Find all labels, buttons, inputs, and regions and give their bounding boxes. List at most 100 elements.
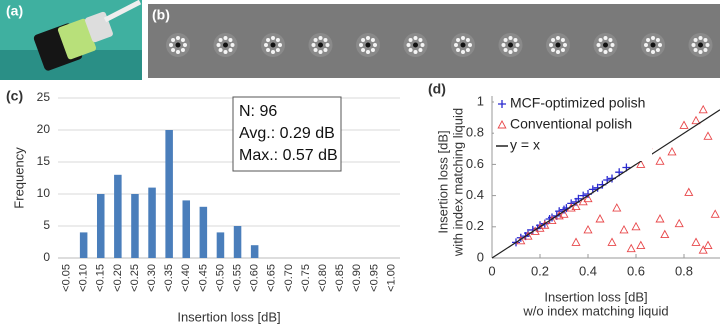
point xyxy=(583,224,593,234)
fiber-core xyxy=(278,43,282,47)
fiber-core xyxy=(651,36,655,40)
panel-label: (b) xyxy=(152,7,170,23)
y-axis-title: with index matching liquid xyxy=(450,108,465,257)
fiber-core xyxy=(698,36,703,40)
fiber-core xyxy=(361,38,366,43)
fiber-core xyxy=(503,38,508,43)
fiber-core xyxy=(646,38,651,43)
bar xyxy=(79,232,88,258)
fiber-core xyxy=(323,38,328,43)
point xyxy=(691,237,701,246)
fiber-core xyxy=(461,50,465,54)
fiber-core xyxy=(180,47,185,52)
point xyxy=(636,159,646,168)
x-tick-label: 0.8 xyxy=(675,263,693,278)
fiber-core xyxy=(275,47,280,52)
fiber-core xyxy=(361,47,366,52)
bar xyxy=(182,200,191,258)
fiber-center xyxy=(365,42,371,48)
y-axis-title: Frequency xyxy=(11,147,26,209)
fiber-center xyxy=(555,42,561,48)
bar xyxy=(114,174,122,258)
fiber-core xyxy=(556,36,560,40)
point xyxy=(612,203,622,212)
fiber-core xyxy=(508,50,513,54)
fiber-core xyxy=(275,38,280,43)
fiber-core xyxy=(370,38,375,43)
y-tick-label: 5 xyxy=(43,218,50,232)
y-tick-label: 0 xyxy=(477,249,484,264)
x-axis-title: Insertion loss [dB] xyxy=(177,309,280,324)
fiber-core xyxy=(180,38,185,43)
point xyxy=(710,209,720,218)
fiber-core xyxy=(171,38,176,43)
x-tick-label: 0.4 xyxy=(579,263,597,278)
x-tick-label: <0.55 xyxy=(231,264,243,292)
point xyxy=(655,214,665,223)
fiber-core xyxy=(264,43,268,47)
fiber-core xyxy=(318,36,323,40)
fiber-core xyxy=(218,47,223,52)
fiber-core xyxy=(603,36,608,40)
legend-marker xyxy=(497,120,507,129)
fiber-core xyxy=(271,50,275,54)
fiber-core xyxy=(655,47,660,52)
fiber-core xyxy=(508,36,513,40)
x-tick-label: 0.2 xyxy=(531,263,549,278)
fiber-core xyxy=(408,38,413,43)
fiber-core xyxy=(318,50,323,54)
fiber-core xyxy=(501,43,506,47)
legend-label: Conventional polish xyxy=(510,116,632,132)
point xyxy=(571,237,581,246)
point xyxy=(698,104,708,114)
fiber-core xyxy=(454,43,458,47)
bar xyxy=(148,187,156,258)
x-tick-label: 0.6 xyxy=(627,263,645,278)
fiber-core xyxy=(651,50,655,54)
fiber-core xyxy=(171,47,176,52)
x-tick-label: <0.05 xyxy=(60,264,72,292)
point xyxy=(703,131,713,140)
x-tick-label: <0.75 xyxy=(300,264,312,292)
y-axis-title: Insertion loss [dB] xyxy=(435,130,450,233)
bar xyxy=(199,206,208,258)
fiber-core xyxy=(658,43,662,47)
fiber-core xyxy=(456,47,461,52)
fiber-center xyxy=(508,42,513,48)
fiber-core xyxy=(228,38,233,43)
fiber-center xyxy=(413,42,418,48)
fiber-core xyxy=(465,47,470,52)
photo-b: (b) xyxy=(148,4,720,78)
fiber-core xyxy=(513,47,518,52)
x-tick-label: <0.70 xyxy=(283,264,295,292)
fiber-core xyxy=(418,47,423,52)
bar xyxy=(96,194,105,258)
x-tick-label: <0.60 xyxy=(249,264,261,292)
photo-background xyxy=(148,4,720,78)
fiber-core xyxy=(406,43,411,47)
bar xyxy=(131,194,139,258)
point xyxy=(626,243,636,253)
legend-box xyxy=(494,93,652,161)
x-tick-label: <0.35 xyxy=(163,264,175,292)
fiber-core xyxy=(408,47,413,52)
fiber-core xyxy=(418,38,423,43)
fiber-core xyxy=(646,47,651,52)
point xyxy=(559,209,569,218)
x-tick-label: <0.80 xyxy=(317,264,329,292)
bar xyxy=(165,130,173,258)
x-tick-label: <0.20 xyxy=(112,264,124,292)
fiber-core xyxy=(176,50,180,54)
fiber-core xyxy=(366,36,370,40)
fiber-core xyxy=(468,43,472,47)
panel-label: (a) xyxy=(6,3,23,19)
fiber-core xyxy=(218,38,223,43)
point xyxy=(607,237,617,246)
fiber-core xyxy=(230,43,235,47)
point xyxy=(667,146,677,156)
fiber-core xyxy=(373,43,377,47)
fiber-core xyxy=(461,36,465,40)
fiber-core xyxy=(551,47,556,52)
annotation: Avg.: 0.29 dB xyxy=(239,125,335,142)
cable xyxy=(103,0,142,23)
